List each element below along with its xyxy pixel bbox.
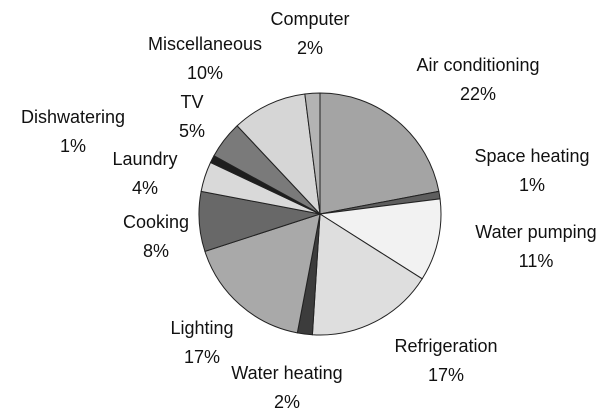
pie-slice (304, 92, 321, 215)
pie-slice (204, 213, 321, 334)
slice-value-label: 8% (143, 241, 169, 261)
slice-label: Space heating (474, 146, 589, 166)
slice-label: TV (180, 92, 203, 112)
pie-slice (318, 198, 442, 280)
slice-label: Cooking (123, 212, 189, 232)
slice-label: Refrigeration (394, 336, 497, 356)
slice-label: Miscellaneous (148, 34, 262, 54)
slice-label: Air conditioning (416, 55, 539, 75)
pie-slice (236, 93, 321, 216)
slice-label: Water pumping (475, 222, 596, 242)
slice-label: Computer (270, 9, 349, 29)
slice-value-label: 1% (60, 136, 86, 156)
slice-label: Water heating (231, 363, 342, 383)
slice-value-label: 10% (187, 63, 223, 83)
slice-value-label: 17% (184, 347, 220, 367)
slice-value-label: 5% (179, 121, 205, 141)
slice-value-label: 2% (297, 38, 323, 58)
slice-value-label: 22% (460, 84, 496, 104)
slice-value-label: 17% (428, 365, 464, 385)
pie-slice (311, 213, 423, 336)
slice-label: Dishwatering (21, 107, 125, 127)
slice-value-label: 4% (132, 178, 158, 198)
slice-value-label: 2% (274, 392, 300, 411)
slice-value-label: 11% (519, 251, 554, 271)
slice-value-label: 1% (519, 175, 545, 195)
slice-label: Lighting (170, 318, 233, 338)
pie-slice (319, 92, 440, 215)
slice-label: Laundry (112, 149, 177, 169)
